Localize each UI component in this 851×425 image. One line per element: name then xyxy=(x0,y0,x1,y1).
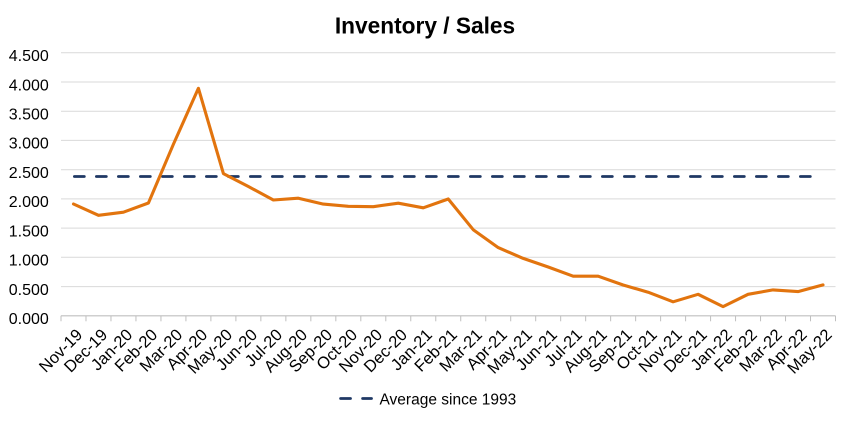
svg-text:Inventory / Sales: Inventory / Sales xyxy=(335,12,515,38)
svg-text:0.000: 0.000 xyxy=(9,311,49,328)
svg-text:2.500: 2.500 xyxy=(9,165,49,182)
svg-text:Average since 1993: Average since 1993 xyxy=(380,391,517,408)
svg-text:1.000: 1.000 xyxy=(9,253,49,270)
svg-text:4.500: 4.500 xyxy=(9,48,49,65)
svg-text:1.500: 1.500 xyxy=(9,223,49,240)
svg-text:2.000: 2.000 xyxy=(9,194,49,211)
svg-text:4.000: 4.000 xyxy=(9,77,49,94)
svg-text:3.500: 3.500 xyxy=(9,107,49,124)
svg-text:3.000: 3.000 xyxy=(9,136,49,153)
svg-text:0.500: 0.500 xyxy=(9,282,49,299)
